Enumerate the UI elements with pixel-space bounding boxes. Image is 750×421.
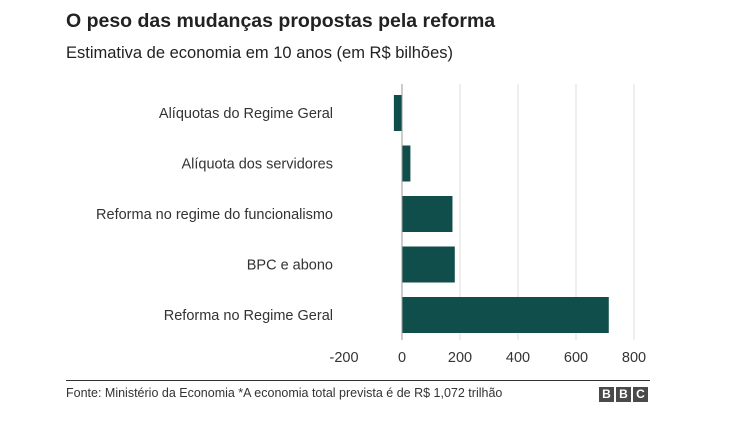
category-label: Reforma no regime do funcionalismo <box>96 207 333 223</box>
category-label: Alíquotas do Regime Geral <box>159 106 333 122</box>
category-label: BPC e abono <box>247 258 333 274</box>
footer-divider <box>66 380 650 381</box>
bbc-logo: B B C <box>599 387 648 402</box>
bar <box>402 196 453 232</box>
x-tick-label: 600 <box>564 350 588 366</box>
chart-title: O peso das mudanças propostas pela refor… <box>66 10 496 32</box>
x-tick-label: -200 <box>329 350 358 366</box>
x-tick-label: 400 <box>506 350 530 366</box>
bar <box>402 297 609 333</box>
x-tick-label: 200 <box>448 350 472 366</box>
chart-subtitle: Estimativa de economia em 10 anos (em R$… <box>66 44 454 62</box>
source-note: Fonte: Ministério da Economia *A economi… <box>66 386 503 400</box>
bar <box>393 95 402 131</box>
x-tick-label: 0 <box>398 350 406 366</box>
bbc-logo-letter: C <box>633 387 648 402</box>
bbc-logo-letter: B <box>616 387 631 402</box>
bar <box>402 246 455 283</box>
bbc-logo-letter: B <box>599 387 614 402</box>
x-tick-label: 800 <box>622 350 646 366</box>
bar <box>402 145 411 182</box>
category-label: Reforma no Regime Geral <box>164 308 333 324</box>
category-label: Alíquota dos servidores <box>181 157 333 173</box>
